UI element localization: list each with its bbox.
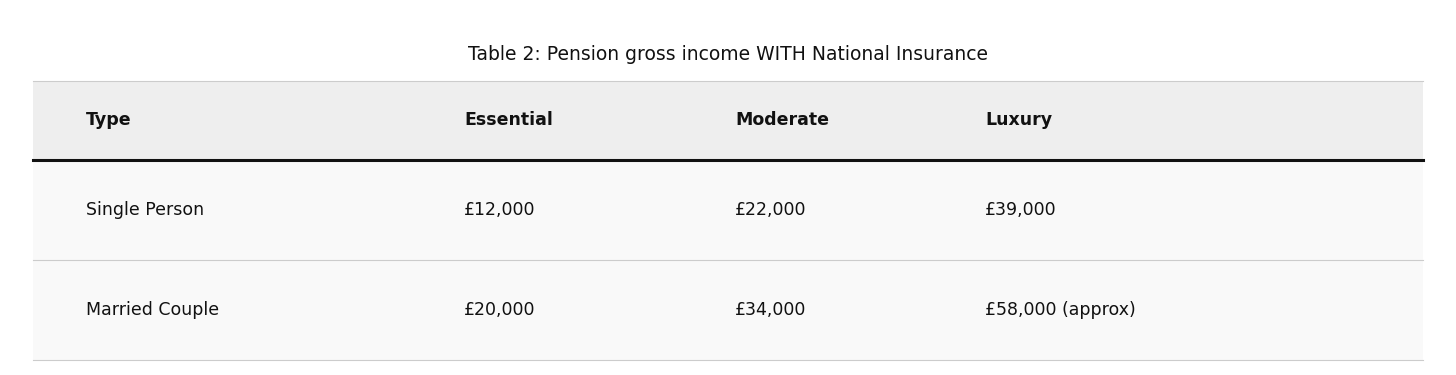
Text: Moderate: Moderate: [735, 111, 828, 129]
Bar: [33, 81, 1423, 160]
Text: £22,000: £22,000: [735, 201, 807, 219]
Text: £34,000: £34,000: [735, 301, 807, 319]
Text: £58,000 (approx): £58,000 (approx): [984, 301, 1136, 319]
Text: Essential: Essential: [464, 111, 553, 129]
Text: Table 2: Pension gross income WITH National Insurance: Table 2: Pension gross income WITH Natio…: [467, 45, 989, 64]
Text: £39,000: £39,000: [984, 201, 1057, 219]
Text: Married Couple: Married Couple: [86, 301, 220, 319]
Text: £12,000: £12,000: [464, 201, 536, 219]
Text: Luxury: Luxury: [984, 111, 1053, 129]
Text: Type: Type: [86, 111, 132, 129]
Text: Single Person: Single Person: [86, 201, 204, 219]
Text: £20,000: £20,000: [464, 301, 536, 319]
Bar: [33, 160, 1423, 260]
Bar: [33, 260, 1423, 360]
